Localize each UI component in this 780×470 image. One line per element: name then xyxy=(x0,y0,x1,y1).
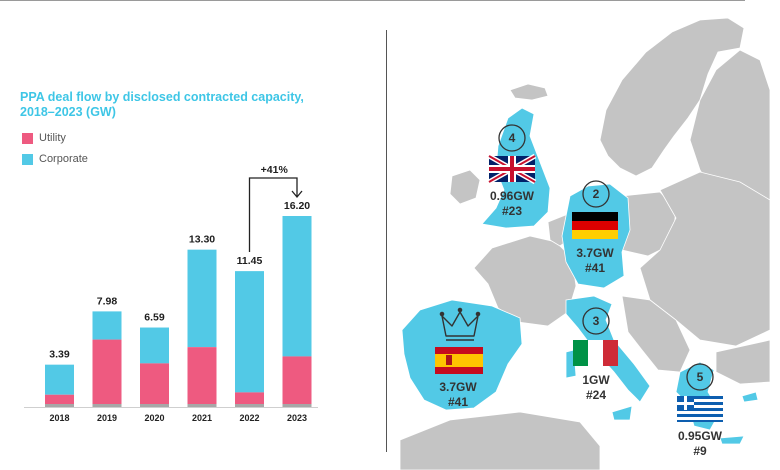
rank-label-greece: 5 xyxy=(697,370,704,384)
rank-circle-greece xyxy=(686,363,714,391)
bar-utility-2018 xyxy=(45,394,74,404)
rank-label-uk: 4 xyxy=(509,131,516,145)
map-land xyxy=(399,17,770,470)
marker-spain: 3.7GW #41 xyxy=(435,307,483,409)
x-tick-label-2021: 2021 xyxy=(192,413,212,423)
bar-total-label-2022: 11.45 xyxy=(237,255,263,267)
bar-utility-2023 xyxy=(282,356,312,404)
legend-swatch-utility xyxy=(22,133,33,144)
map-cyprus xyxy=(741,391,759,403)
legend-label-corporate: Corporate xyxy=(39,153,88,165)
rank-label-italy: 3 xyxy=(593,314,600,328)
rank-circle-germany xyxy=(582,180,610,208)
deals-label-greece: #9 xyxy=(693,444,707,458)
map-turkey xyxy=(715,339,770,385)
map-north-africa xyxy=(399,411,601,470)
germany-flag-icon xyxy=(572,212,618,239)
spain-flag-icon xyxy=(435,347,483,374)
bar-corporate-2019 xyxy=(92,311,122,340)
chart-title: PPA deal flow by disclosed contracted ca… xyxy=(20,90,304,119)
marker-uk: 4 0.96GW #23 xyxy=(487,124,537,218)
x-tick-label-2022: 2022 xyxy=(239,413,259,423)
legend-label-utility: Utility xyxy=(39,132,66,144)
europe-map: 4 0.96GW #23 2 3.7GW #41 3 xyxy=(399,17,770,470)
capacity-label-italy: 1GW xyxy=(582,373,610,387)
marker-germany: 2 3.7GW #41 xyxy=(572,180,618,275)
deals-label-uk: #23 xyxy=(502,204,522,218)
growth-arrowhead xyxy=(291,190,303,199)
bar-base-2018 xyxy=(45,404,74,407)
capacity-label-spain: 3.7GW xyxy=(439,380,477,394)
map-iceland xyxy=(509,83,549,101)
bar-corporate-2023 xyxy=(282,216,312,357)
bar-utility-2020 xyxy=(140,363,169,404)
bar-total-label-2023: 16.20 xyxy=(284,200,310,212)
x-tick-label-2023: 2023 xyxy=(287,413,307,423)
bar-base-2020 xyxy=(140,404,169,407)
bar-total-label-2019: 7.98 xyxy=(97,295,118,307)
deals-label-spain: #41 xyxy=(448,395,468,409)
bar-chart: 3.39 2018 7.98 2019 6.59 2020 13.30 2021 11.45 20… xyxy=(24,164,318,423)
map-ireland xyxy=(449,169,481,205)
capacity-label-uk: 0.96GW xyxy=(490,189,535,203)
bar-total-label-2020: 6.59 xyxy=(144,312,165,324)
bar-total-label-2018: 3.39 xyxy=(49,349,70,361)
legend-swatch-corporate xyxy=(22,154,33,165)
capacity-label-greece: 0.95GW xyxy=(678,429,723,443)
map-eastern-europe xyxy=(639,171,770,347)
rank-label-germany: 2 xyxy=(593,187,600,201)
capacity-label-germany: 3.7GW xyxy=(576,246,614,260)
bar-base-2019 xyxy=(92,404,122,407)
top-rule xyxy=(0,0,745,1)
bar-corporate-2021 xyxy=(187,249,217,348)
marker-greece: 5 0.95GW #9 xyxy=(677,363,723,458)
greece-flag-icon xyxy=(677,396,723,422)
crown-icon xyxy=(439,307,481,341)
bar-utility-2019 xyxy=(92,339,122,404)
bar-corporate-2018 xyxy=(45,364,74,395)
bar-utility-2022 xyxy=(235,392,264,404)
bars-group: 3.39 2018 7.98 2019 6.59 2020 13.30 2021 11.45 20… xyxy=(24,200,318,423)
italy-flag-icon xyxy=(573,340,618,366)
rank-circle-italy xyxy=(582,307,610,335)
x-tick-label-2020: 2020 xyxy=(144,413,164,423)
marker-italy: 3 1GW #24 xyxy=(573,307,618,402)
bar-base-2021 xyxy=(187,404,217,407)
bar-total-label-2021: 13.30 xyxy=(189,234,215,246)
bar-base-2023 xyxy=(282,404,312,407)
panel-divider xyxy=(386,30,387,452)
growth-annotation: +41% xyxy=(248,164,303,252)
deals-label-italy: #24 xyxy=(586,388,606,402)
bar-corporate-2020 xyxy=(140,327,169,364)
map-scandinavia xyxy=(599,17,745,177)
growth-annotation-label: +41% xyxy=(261,164,289,176)
x-tick-label-2019: 2019 xyxy=(97,413,117,423)
bar-utility-2021 xyxy=(187,347,217,404)
rank-circle-uk xyxy=(498,124,526,152)
uk-flag-icon xyxy=(487,153,537,185)
bar-base-2022 xyxy=(235,404,264,407)
deals-label-germany: #41 xyxy=(585,261,605,275)
bar-corporate-2022 xyxy=(235,271,264,393)
x-tick-label-2018: 2018 xyxy=(49,413,69,423)
growth-bracket-line xyxy=(248,177,298,252)
